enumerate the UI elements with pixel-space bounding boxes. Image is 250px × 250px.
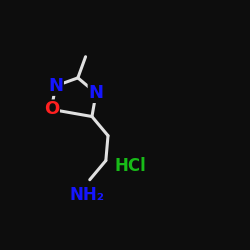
Text: N: N (88, 84, 104, 102)
Text: HCl: HCl (115, 156, 147, 174)
Text: N: N (48, 77, 63, 95)
Text: O: O (44, 100, 59, 118)
Text: NH₂: NH₂ (70, 186, 105, 204)
